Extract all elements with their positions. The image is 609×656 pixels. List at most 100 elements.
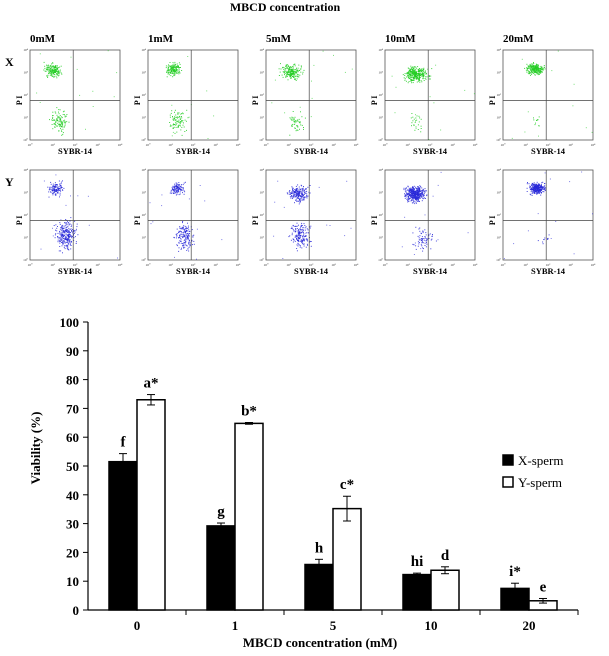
event-dot [421, 193, 423, 195]
event-dot [415, 76, 417, 78]
event-dot [167, 65, 169, 67]
event-dot [49, 69, 51, 71]
event-dot [423, 239, 425, 241]
event-dot [412, 78, 414, 80]
event-dot [539, 186, 541, 188]
y-tick-label: 10¹ [496, 236, 501, 240]
event-dot [503, 258, 505, 260]
event-dot [57, 71, 59, 73]
event-dot [298, 229, 300, 231]
event-dot [333, 54, 334, 56]
event-dot [55, 185, 56, 187]
event-dot [61, 227, 63, 229]
event-dot [182, 226, 184, 228]
event-dot [52, 62, 53, 64]
event-dot [531, 68, 533, 69]
event-dot [408, 190, 410, 192]
event-dot [182, 184, 184, 186]
event-dot [417, 196, 419, 198]
event-dot [54, 65, 56, 67]
event-dot [538, 68, 540, 70]
event-dot [61, 73, 63, 75]
event-dot [182, 237, 184, 239]
event-dot [74, 231, 76, 233]
event-dot [306, 190, 308, 192]
x-axis-label: MBCD concentration (mM) [243, 635, 398, 650]
event-dot [289, 69, 291, 71]
event-dot [63, 231, 65, 233]
x-tick-label: 10⁴ [591, 143, 597, 147]
event-dot [286, 75, 288, 77]
event-dot [282, 76, 284, 78]
event-dot [425, 76, 427, 78]
event-dot [174, 189, 176, 191]
event-dot [176, 190, 178, 192]
event-dot [169, 66, 171, 67]
event-dot [301, 193, 303, 195]
y-tick-label: 10³ [259, 71, 264, 75]
event-dot [410, 71, 411, 73]
event-dot [295, 228, 297, 230]
event-dot [48, 191, 50, 193]
event-dot [592, 213, 593, 215]
event-dot [529, 189, 531, 190]
x-tick-label: 10² [428, 143, 433, 147]
event-dot [52, 128, 54, 130]
event-dot [534, 68, 536, 70]
x-tick-label: 10² [309, 143, 314, 147]
event-dot [281, 74, 283, 76]
event-dot [173, 237, 175, 239]
event-dot [170, 69, 172, 71]
event-dot [175, 194, 177, 196]
event-dot [73, 231, 75, 233]
event-dot [177, 66, 178, 68]
event-dot [179, 122, 181, 124]
event-dot [191, 240, 193, 242]
event-dot [57, 232, 59, 234]
event-dot [419, 185, 421, 187]
error-bar [413, 572, 421, 577]
event-dot [573, 83, 575, 85]
event-dot [303, 239, 304, 241]
event-dot [285, 72, 287, 74]
event-dot [416, 197, 418, 199]
error-bar [343, 495, 351, 522]
event-dot [61, 124, 63, 126]
event-dot [62, 242, 64, 244]
event-dot [572, 105, 574, 107]
event-dot [62, 111, 64, 113]
event-dot [186, 230, 188, 232]
y-tick-label: 10¹ [259, 116, 264, 120]
event-dot [56, 191, 58, 192]
event-dot [429, 96, 431, 98]
event-dot [282, 71, 284, 73]
event-dot [415, 68, 417, 70]
event-dot [47, 69, 49, 71]
event-dot [531, 191, 533, 193]
event-dot [52, 71, 54, 73]
event-dot [274, 79, 276, 81]
event-dot [531, 66, 533, 68]
event-dot [175, 68, 177, 70]
event-dot [180, 67, 181, 68]
event-dot [166, 70, 168, 72]
event-dot [48, 67, 50, 68]
event-dot [50, 64, 52, 66]
event-dot [302, 190, 304, 192]
event-dot [422, 250, 424, 252]
plot-frame [502, 169, 594, 261]
event-dot [410, 76, 412, 78]
event-dot [65, 244, 67, 246]
event-dot [52, 115, 53, 117]
x-tick-label: 10³ [450, 263, 455, 267]
event-dot [414, 193, 416, 195]
event-dot [296, 190, 298, 192]
event-dot [47, 77, 49, 78]
event-dot [304, 229, 306, 231]
event-dot [68, 121, 70, 123]
event-dot [424, 191, 426, 193]
event-dot [536, 189, 538, 191]
event-dot [290, 74, 292, 76]
event-dot [530, 70, 532, 72]
